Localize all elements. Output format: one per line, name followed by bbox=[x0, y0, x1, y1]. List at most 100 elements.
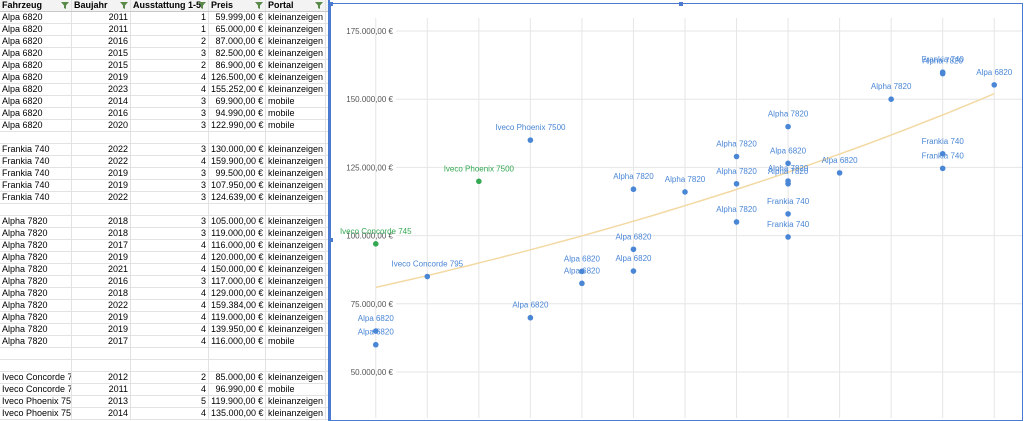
cell-preis[interactable]: 59.999,00 € bbox=[209, 12, 266, 23]
cell-preis[interactable]: 135.000,00 € bbox=[209, 408, 266, 419]
cell-portal[interactable] bbox=[266, 132, 326, 143]
header-cell-preis[interactable]: Preis bbox=[209, 0, 266, 11]
cell-baujahr[interactable]: 2011 bbox=[72, 384, 131, 395]
cell-ausstattung[interactable] bbox=[131, 348, 209, 359]
cell-fahrzeug[interactable]: Alpha 7820 bbox=[0, 264, 72, 275]
cell-ausstattung[interactable]: 5 bbox=[131, 396, 209, 407]
cell-fahrzeug[interactable]: Frankia 740 bbox=[0, 192, 72, 203]
cell-preis[interactable]: 96.990,00 € bbox=[209, 384, 266, 395]
cell-baujahr[interactable] bbox=[72, 204, 131, 215]
table-row[interactable]: Alpha 7820 2019 4 139.950,00 € kleinanzeigen bbox=[0, 324, 330, 336]
cell-portal[interactable]: kleinanzeigen bbox=[266, 144, 326, 155]
cell-baujahr[interactable]: 2015 bbox=[72, 60, 131, 71]
cell-fahrzeug[interactable]: Alpa 6820 bbox=[0, 72, 72, 83]
cell-baujahr[interactable]: 2016 bbox=[72, 276, 131, 287]
cell-portal[interactable]: kleinanzeigen bbox=[266, 36, 326, 47]
cell-portal[interactable]: mobile bbox=[266, 108, 326, 119]
cell-baujahr[interactable]: 2013 bbox=[72, 396, 131, 407]
table-row[interactable]: Alpha 7820 2021 4 150.000,00 € kleinanzeigen bbox=[0, 264, 330, 276]
scatter-chart[interactable]: 50.000,00 € 75.000,00 € 100.000,00 € 125.00… bbox=[330, 0, 1024, 421]
cell-preis[interactable]: 119.900,00 € bbox=[209, 396, 266, 407]
cell-fahrzeug[interactable] bbox=[0, 204, 72, 215]
cell-fahrzeug[interactable]: Alpa 6820 bbox=[0, 48, 72, 59]
cell-baujahr[interactable]: 2020 bbox=[72, 120, 131, 131]
cell-fahrzeug[interactable]: Frankia 740 bbox=[0, 156, 72, 167]
table-row[interactable]: Frankia 740 2022 3 124.639,00 € kleinanzeige… bbox=[0, 192, 330, 204]
cell-ausstattung[interactable]: 2 bbox=[131, 36, 209, 47]
cell-fahrzeug[interactable]: Frankia 740 bbox=[0, 168, 72, 179]
cell-ausstattung[interactable]: 3 bbox=[131, 168, 209, 179]
cell-fahrzeug[interactable]: Alpha 7820 bbox=[0, 252, 72, 263]
cell-portal[interactable]: kleinanzeigen bbox=[266, 168, 326, 179]
cell-portal[interactable]: kleinanzeigen bbox=[266, 276, 326, 287]
cell-ausstattung[interactable]: 4 bbox=[131, 300, 209, 311]
cell-portal[interactable]: mobile bbox=[266, 336, 326, 347]
table-row[interactable] bbox=[0, 204, 330, 216]
cell-ausstattung[interactable]: 3 bbox=[131, 228, 209, 239]
table-row[interactable]: Frankia 740 2019 3 107.950,00 € kleinanzeige… bbox=[0, 180, 330, 192]
cell-preis[interactable]: 119.000,00 € bbox=[209, 312, 266, 323]
cell-portal[interactable]: mobile bbox=[266, 384, 326, 395]
cell-fahrzeug[interactable]: Alpha 7820 bbox=[0, 300, 72, 311]
cell-ausstattung[interactable]: 3 bbox=[131, 276, 209, 287]
cell-fahrzeug[interactable]: Alpa 6820 bbox=[0, 24, 72, 35]
cell-ausstattung[interactable]: 3 bbox=[131, 192, 209, 203]
header-cell-fahrzeug[interactable]: Fahrzeug bbox=[0, 0, 72, 11]
cell-ausstattung[interactable]: 4 bbox=[131, 72, 209, 83]
cell-baujahr[interactable]: 2022 bbox=[72, 192, 131, 203]
frozen-pane-divider[interactable] bbox=[328, 0, 330, 421]
cell-preis[interactable]: 86.900,00 € bbox=[209, 60, 266, 71]
cell-portal[interactable] bbox=[266, 348, 326, 359]
cell-portal[interactable]: kleinanzeigen bbox=[266, 288, 326, 299]
table-row[interactable]: Alpa 6820 2011 1 65.000,00 € kleinanzeigen bbox=[0, 24, 330, 36]
table-row[interactable] bbox=[0, 348, 330, 360]
cell-ausstattung[interactable]: 2 bbox=[131, 60, 209, 71]
cell-portal[interactable]: kleinanzeigen bbox=[266, 408, 326, 419]
cell-baujahr[interactable]: 2023 bbox=[72, 84, 131, 95]
cell-ausstattung[interactable]: 4 bbox=[131, 336, 209, 347]
cell-fahrzeug[interactable]: Alpa 6820 bbox=[0, 96, 72, 107]
cell-fahrzeug[interactable]: Frankia 740 bbox=[0, 144, 72, 155]
cell-portal[interactable]: kleinanzeigen bbox=[266, 324, 326, 335]
cell-fahrzeug[interactable]: Alpha 7820 bbox=[0, 336, 72, 347]
cell-fahrzeug[interactable]: Alpha 7820 bbox=[0, 228, 72, 239]
cell-ausstattung[interactable]: 3 bbox=[131, 120, 209, 131]
cell-ausstattung[interactable]: 3 bbox=[131, 108, 209, 119]
table-row[interactable]: Iveco Phoenix 750020135119.900,00 €klein… bbox=[0, 396, 330, 408]
cell-ausstattung[interactable] bbox=[131, 360, 209, 371]
cell-portal[interactable]: kleinanzeigen bbox=[266, 216, 326, 227]
resize-handle[interactable] bbox=[330, 2, 333, 6]
cell-fahrzeug[interactable]: Alpha 7820 bbox=[0, 276, 72, 287]
cell-portal[interactable]: kleinanzeigen bbox=[266, 24, 326, 35]
filter-icon[interactable] bbox=[315, 2, 323, 9]
cell-baujahr[interactable] bbox=[72, 360, 131, 371]
cell-preis[interactable]: 126.500,00 € bbox=[209, 72, 266, 83]
cell-baujahr[interactable]: 2019 bbox=[72, 312, 131, 323]
cell-baujahr[interactable] bbox=[72, 348, 131, 359]
cell-preis[interactable]: 150.000,00 € bbox=[209, 264, 266, 275]
resize-handle[interactable] bbox=[330, 238, 333, 242]
cell-preis[interactable]: 69.900,00 € bbox=[209, 96, 266, 107]
table-row[interactable]: Alpa 6820 2023 4 155.252,00 € kleinanzeigen bbox=[0, 84, 330, 96]
table-row[interactable]: Iveco Concorde 7452011496.990,00 €mobile bbox=[0, 384, 330, 396]
cell-portal[interactable]: kleinanzeigen bbox=[266, 60, 326, 71]
cell-portal[interactable]: kleinanzeigen bbox=[266, 192, 326, 203]
cell-preis[interactable]: 85.000,00 € bbox=[209, 372, 266, 383]
cell-baujahr[interactable]: 2015 bbox=[72, 48, 131, 59]
header-cell-portal[interactable]: Portal bbox=[266, 0, 326, 11]
cell-fahrzeug[interactable]: Alpa 6820 bbox=[0, 108, 72, 119]
cell-baujahr[interactable]: 2014 bbox=[72, 96, 131, 107]
cell-ausstattung[interactable]: 3 bbox=[131, 96, 209, 107]
cell-baujahr[interactable]: 2019 bbox=[72, 180, 131, 191]
cell-portal[interactable]: kleinanzeigen bbox=[266, 252, 326, 263]
cell-preis[interactable]: 94.990,00 € bbox=[209, 108, 266, 119]
cell-ausstattung[interactable]: 4 bbox=[131, 384, 209, 395]
table-row[interactable]: Alpa 6820 2016 2 87.000,00 € kleinanzeigen bbox=[0, 36, 330, 48]
cell-baujahr[interactable]: 2011 bbox=[72, 12, 131, 23]
table-row[interactable]: Alpa 6820 2019 4 126.500,00 € kleinanzeigen bbox=[0, 72, 330, 84]
cell-ausstattung[interactable]: 4 bbox=[131, 324, 209, 335]
cell-baujahr[interactable]: 2012 bbox=[72, 372, 131, 383]
cell-portal[interactable]: kleinanzeigen bbox=[266, 228, 326, 239]
cell-preis[interactable]: 65.000,00 € bbox=[209, 24, 266, 35]
table-row[interactable]: Alpa 6820 2020 3 122.990,00 € mobile bbox=[0, 120, 330, 132]
